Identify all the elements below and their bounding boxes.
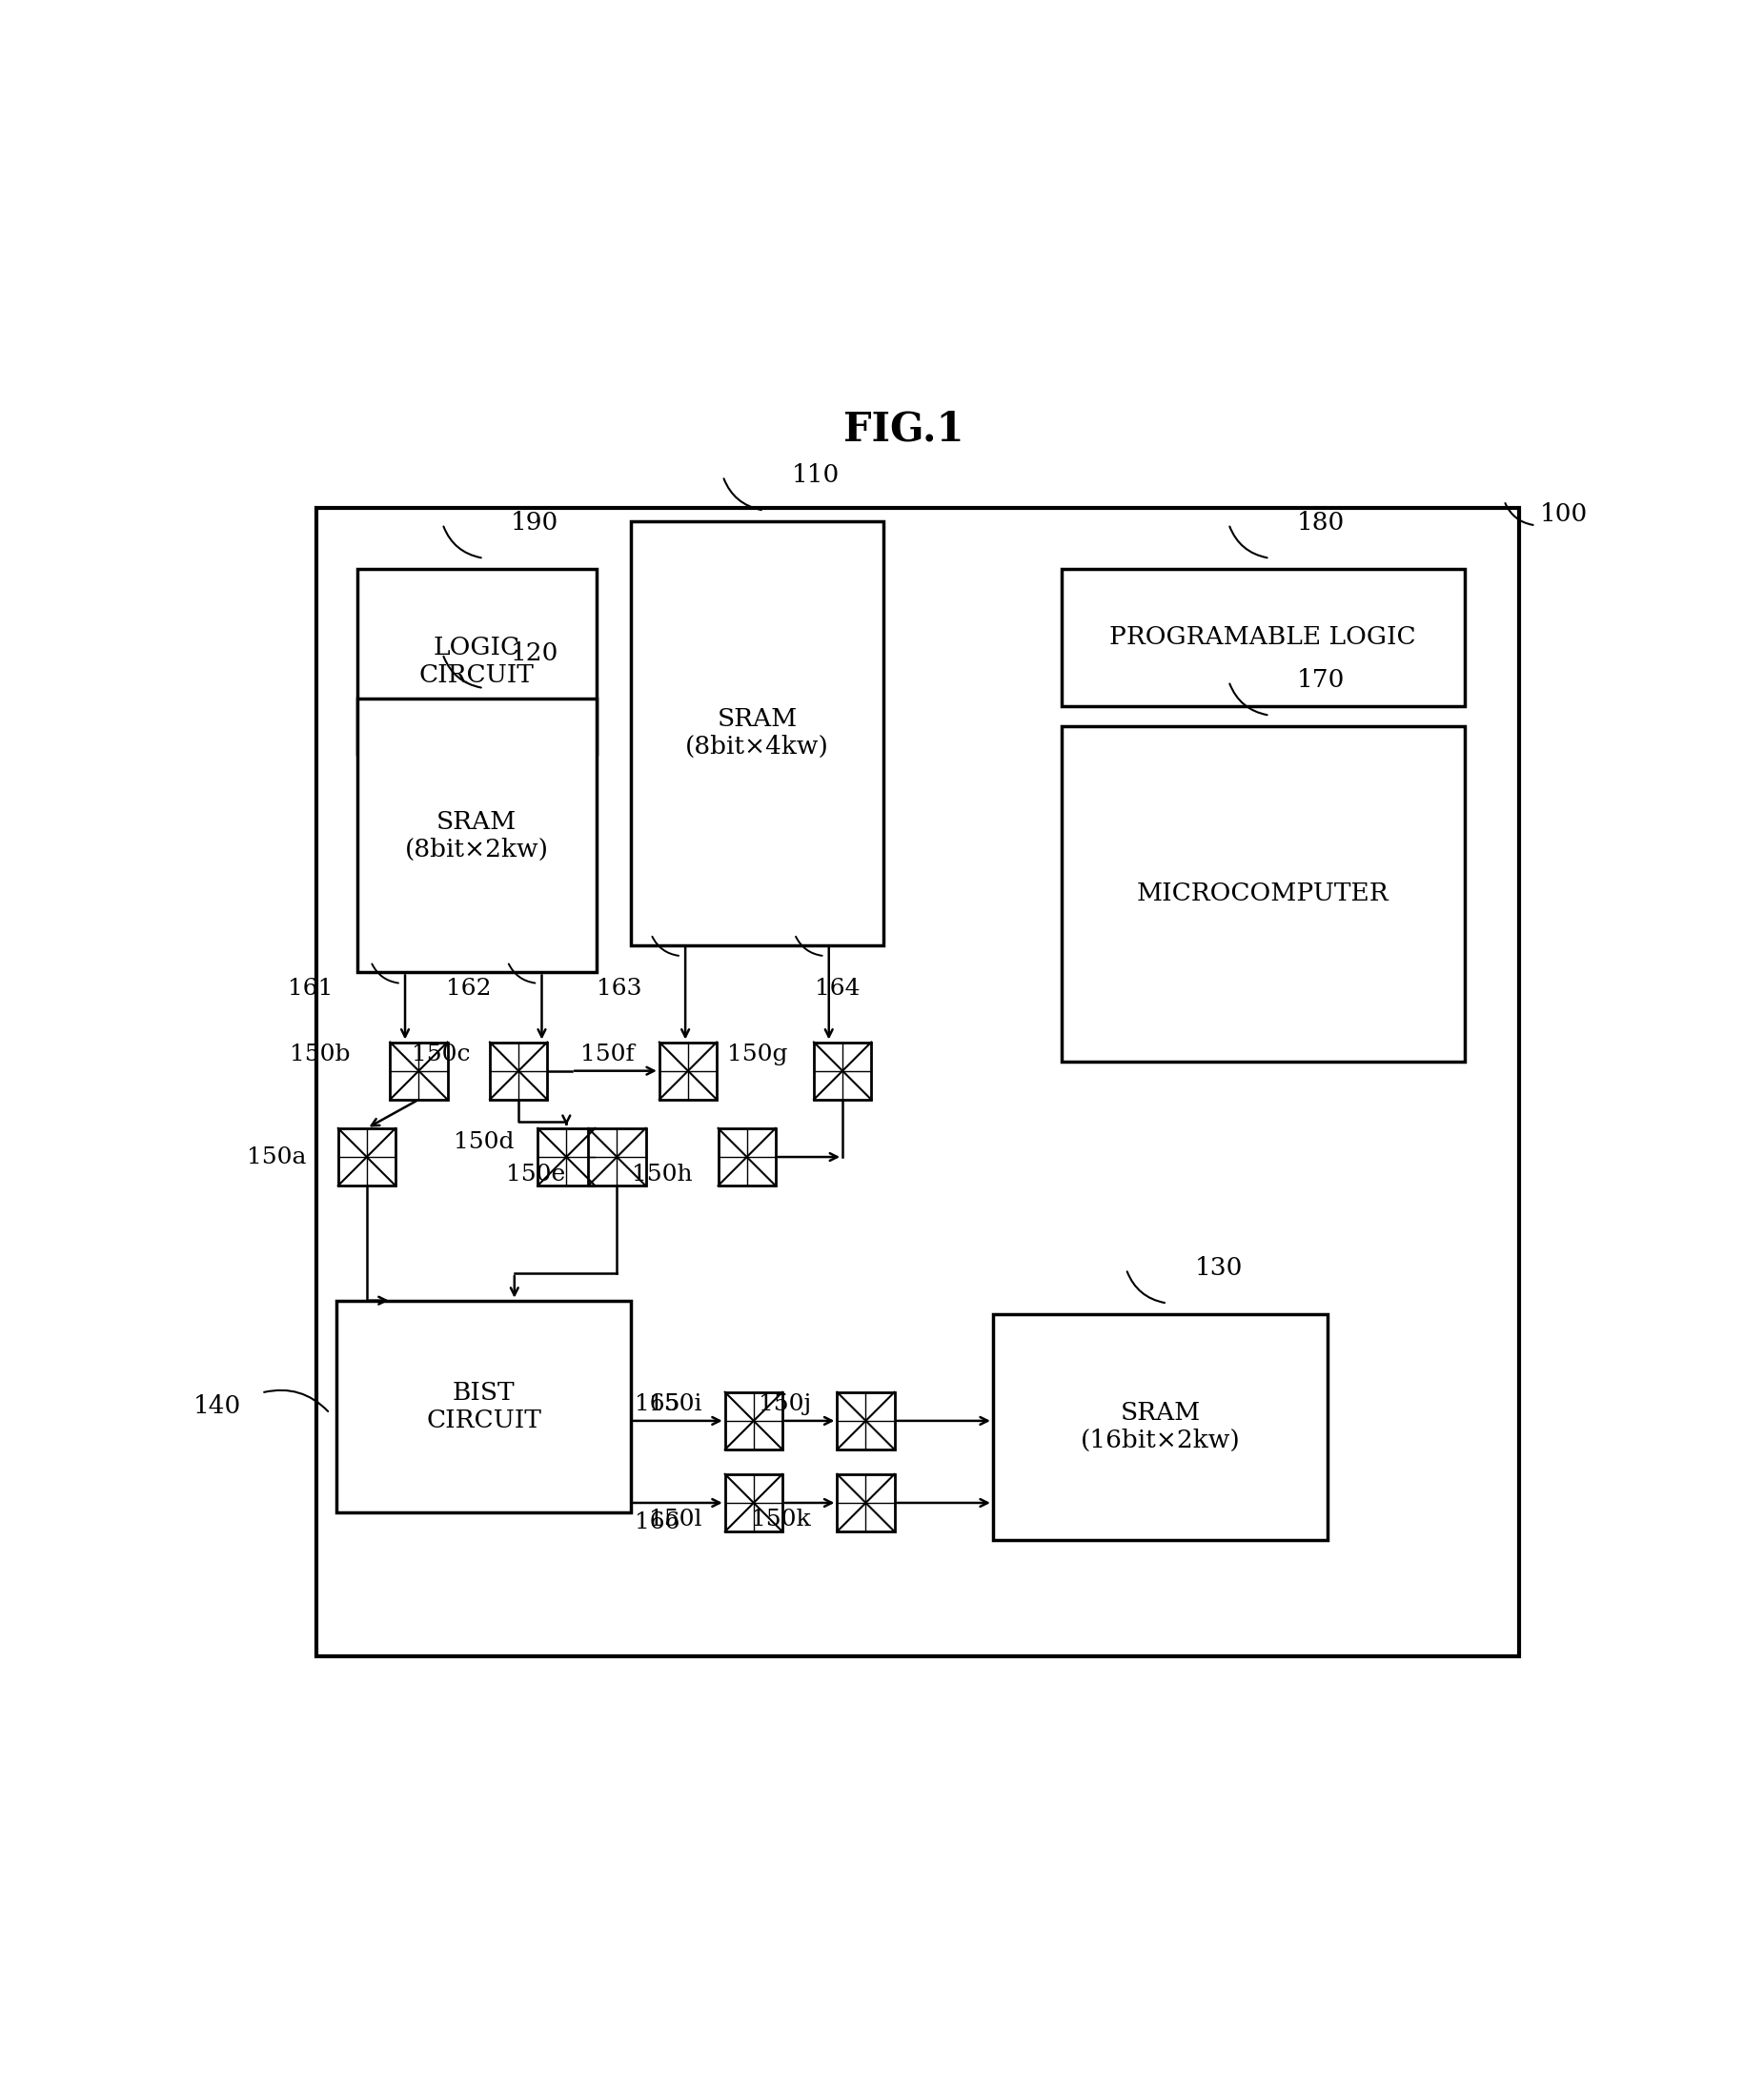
Text: SRAM
(8bit×2kw): SRAM (8bit×2kw) xyxy=(406,810,549,862)
Bar xyxy=(490,1042,547,1100)
Text: 150f: 150f xyxy=(580,1044,635,1065)
Text: 161: 161 xyxy=(288,977,333,1000)
Bar xyxy=(725,1474,783,1533)
Text: LOGIC
CIRCUIT: LOGIC CIRCUIT xyxy=(420,635,534,687)
Bar xyxy=(660,1042,716,1100)
Text: 163: 163 xyxy=(596,977,642,1000)
Text: 150a: 150a xyxy=(247,1146,307,1167)
Bar xyxy=(993,1313,1328,1539)
Text: 100: 100 xyxy=(1540,503,1588,526)
Text: 110: 110 xyxy=(792,464,840,487)
Text: 164: 164 xyxy=(815,977,861,1000)
Bar xyxy=(813,1042,871,1100)
Bar xyxy=(337,1301,632,1512)
Text: FIG.1: FIG.1 xyxy=(843,409,965,449)
Text: 150g: 150g xyxy=(727,1044,789,1065)
Bar xyxy=(838,1474,894,1533)
Bar xyxy=(356,570,596,754)
Bar xyxy=(356,699,596,973)
Text: 150j: 150j xyxy=(759,1393,811,1416)
Text: MICROCOMPUTER: MICROCOMPUTER xyxy=(1136,881,1388,906)
Bar xyxy=(838,1393,894,1449)
Bar xyxy=(339,1128,395,1186)
Text: SRAM
(16bit×2kw): SRAM (16bit×2kw) xyxy=(1080,1401,1240,1453)
Text: 150b: 150b xyxy=(289,1044,351,1065)
Text: 150i: 150i xyxy=(649,1393,702,1416)
Bar xyxy=(632,522,884,946)
Text: 150c: 150c xyxy=(413,1044,471,1065)
Text: 150e: 150e xyxy=(506,1163,564,1186)
Text: 190: 190 xyxy=(512,512,559,535)
Text: 180: 180 xyxy=(1297,512,1344,535)
Text: 150d: 150d xyxy=(453,1132,515,1153)
Text: 140: 140 xyxy=(192,1395,242,1418)
Text: 166: 166 xyxy=(635,1512,679,1533)
Bar xyxy=(316,507,1519,1656)
Text: 150k: 150k xyxy=(751,1508,811,1531)
Text: 150h: 150h xyxy=(632,1163,691,1186)
Bar xyxy=(725,1393,783,1449)
Text: 170: 170 xyxy=(1297,668,1346,691)
Text: BIST
CIRCUIT: BIST CIRCUIT xyxy=(427,1380,542,1432)
Bar xyxy=(538,1128,594,1186)
Text: PROGRAMABLE LOGIC: PROGRAMABLE LOGIC xyxy=(1110,626,1416,649)
Text: 162: 162 xyxy=(446,977,490,1000)
Text: SRAM
(8bit×4kw): SRAM (8bit×4kw) xyxy=(684,708,829,758)
Bar xyxy=(1062,727,1464,1061)
Bar xyxy=(718,1128,776,1186)
Text: 165: 165 xyxy=(635,1393,679,1416)
Text: 120: 120 xyxy=(512,641,559,664)
Bar xyxy=(1062,570,1464,706)
Text: 150l: 150l xyxy=(649,1508,702,1531)
Text: 130: 130 xyxy=(1194,1257,1242,1280)
Bar xyxy=(587,1128,646,1186)
Bar xyxy=(390,1042,448,1100)
